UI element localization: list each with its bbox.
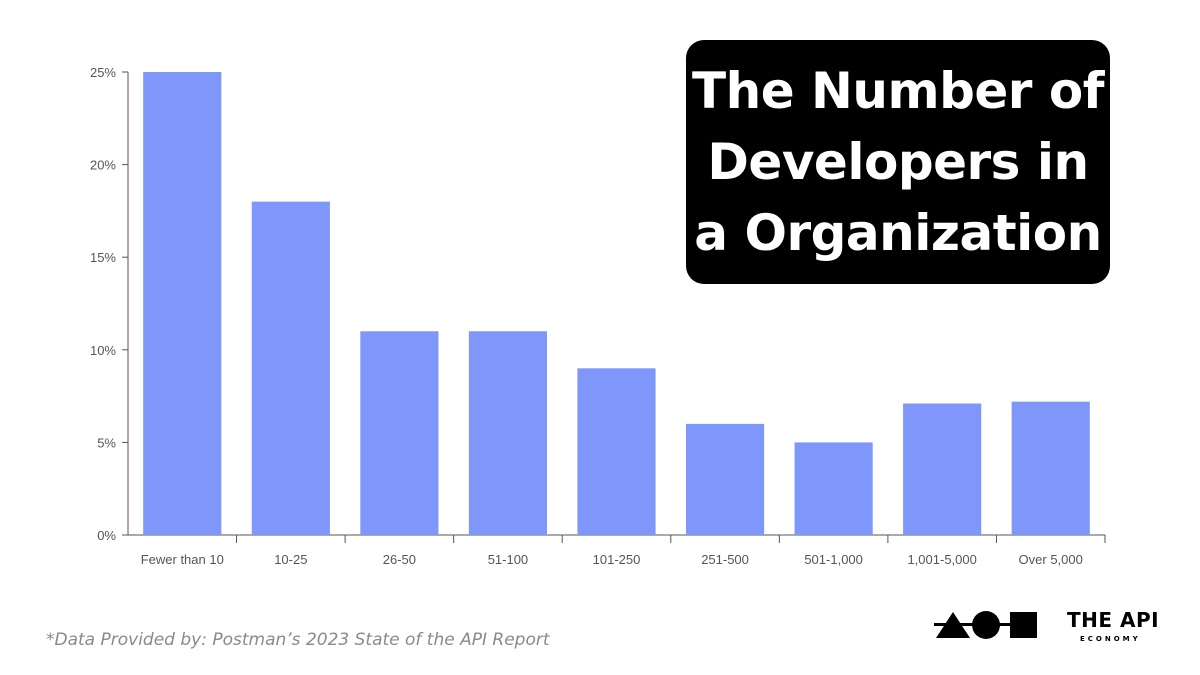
x-tick-label: 101-250 — [593, 552, 641, 567]
bar — [468, 331, 548, 535]
chart-title-line-3: a Organization — [694, 203, 1102, 262]
y-tick-label: 20% — [90, 158, 116, 173]
x-tick-label: 51-100 — [488, 552, 528, 567]
y-tick-label: 15% — [90, 250, 116, 265]
y-axis: 0% 5% 10% 15% 20% 25% — [90, 65, 129, 543]
x-tick-label: 251-500 — [701, 552, 749, 567]
brand-name: THE API — [1067, 608, 1160, 632]
bar — [360, 331, 439, 535]
bar — [1011, 401, 1090, 535]
bar-chart: 0% 5% 10% 15% 20% 25% Fewer than 10 10-25 26-50… — [90, 65, 1106, 567]
x-tick-label: 501-1,000 — [804, 552, 863, 567]
x-tick-label: Over 5,000 — [1019, 552, 1083, 567]
bar — [685, 423, 765, 535]
y-tick-label: 25% — [90, 65, 116, 80]
brand-logo-icon — [934, 611, 1037, 639]
bar — [903, 403, 982, 535]
chart-title-box: The Number of Developers in a Organizati… — [686, 40, 1110, 284]
x-axis: Fewer than 10 10-25 26-50 51-100 101-250 251-… — [128, 534, 1106, 567]
x-tick-label: 26-50 — [383, 552, 416, 567]
x-tick-label: Fewer than 10 — [141, 552, 224, 567]
chart-title-line-1: The Number of — [692, 61, 1104, 120]
bar — [794, 442, 873, 535]
brand-subname: ECONOMY — [1080, 635, 1141, 643]
bar — [251, 201, 330, 535]
bar — [577, 368, 656, 535]
y-tick-label: 10% — [90, 343, 116, 358]
y-tick-label: 0% — [97, 528, 116, 543]
source-note: *Data Provided by: Postman’s 2023 State … — [46, 630, 550, 650]
bar — [143, 72, 222, 535]
x-tick-label: 10-25 — [274, 552, 307, 567]
x-tick-label: 1,001-5,000 — [907, 552, 976, 567]
chart-title-line-2: Developers in — [707, 132, 1089, 191]
bars — [143, 72, 1090, 535]
logo-baseline — [934, 623, 1034, 626]
y-tick-label: 5% — [97, 435, 116, 450]
